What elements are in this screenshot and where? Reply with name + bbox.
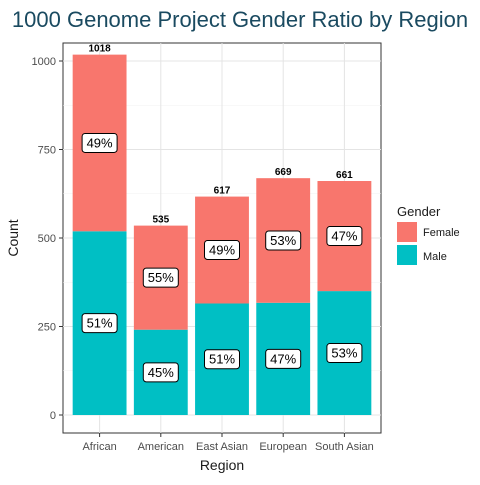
pct-label-male-0: 51% bbox=[87, 316, 113, 331]
total-label-2: 617 bbox=[214, 186, 231, 197]
legend-key-male bbox=[397, 245, 417, 265]
pct-label-male-1: 45% bbox=[148, 365, 174, 380]
y-tick-label-0: 0 bbox=[50, 410, 56, 422]
total-label-3: 669 bbox=[275, 167, 292, 178]
pct-label-box-male-4 bbox=[326, 343, 363, 364]
chart-title: 1000 Genome Project Gender Ratio by Regi… bbox=[12, 7, 468, 32]
x-tick-label-0: African bbox=[82, 441, 116, 453]
legend-label-female: Female bbox=[423, 227, 460, 239]
pct-label-box-male-1 bbox=[142, 362, 179, 383]
pct-label-female-0: 49% bbox=[87, 135, 113, 150]
total-label-1: 535 bbox=[152, 215, 169, 226]
bar-labels: 1018 51% 49% 535 45% 55% 617 51% 49% 669 47% 53% 661… bbox=[81, 44, 363, 383]
y-tick-label-4: 1000 bbox=[32, 56, 56, 68]
legend-key-female bbox=[397, 222, 417, 242]
pct-label-box-male-0 bbox=[81, 313, 118, 334]
x-tick-label-3: European bbox=[259, 441, 307, 453]
x-tick-label-4: South Asian bbox=[315, 441, 374, 453]
pct-label-female-2: 49% bbox=[209, 243, 235, 258]
y-tick-label-1: 250 bbox=[38, 322, 56, 334]
pct-label-box-male-3 bbox=[265, 348, 302, 369]
pct-label-box-female-2 bbox=[204, 240, 240, 261]
pct-label-female-1: 55% bbox=[148, 270, 174, 285]
legend-label-male: Male bbox=[423, 251, 447, 263]
pct-label-box-male-2 bbox=[204, 349, 240, 370]
total-label-4: 661 bbox=[336, 170, 353, 181]
legend: Gender Female Male bbox=[397, 204, 460, 265]
total-label-0: 1018 bbox=[88, 44, 111, 55]
pct-label-box-female-1 bbox=[142, 267, 179, 288]
pct-label-female-3: 53% bbox=[270, 233, 296, 248]
y-tick-label-3: 750 bbox=[38, 145, 56, 157]
pct-label-male-3: 47% bbox=[270, 351, 296, 366]
pct-label-box-female-0 bbox=[81, 132, 118, 153]
y-tick-label-2: 500 bbox=[38, 233, 56, 245]
legend-title: Gender bbox=[397, 204, 441, 219]
pct-label-box-female-4 bbox=[326, 226, 363, 247]
pct-label-female-4: 47% bbox=[331, 229, 357, 244]
pct-label-male-2: 51% bbox=[209, 352, 235, 367]
x-tick-label-1: American bbox=[138, 441, 184, 453]
axes: 0 250 500 750 1000 African American East Asian E… bbox=[32, 56, 374, 453]
x-tick-label-2: East Asian bbox=[196, 441, 248, 453]
pct-label-male-4: 53% bbox=[331, 346, 357, 361]
x-axis-title: Region bbox=[200, 457, 244, 473]
pct-label-box-female-3 bbox=[265, 230, 302, 251]
y-axis-title: Count bbox=[5, 219, 21, 256]
